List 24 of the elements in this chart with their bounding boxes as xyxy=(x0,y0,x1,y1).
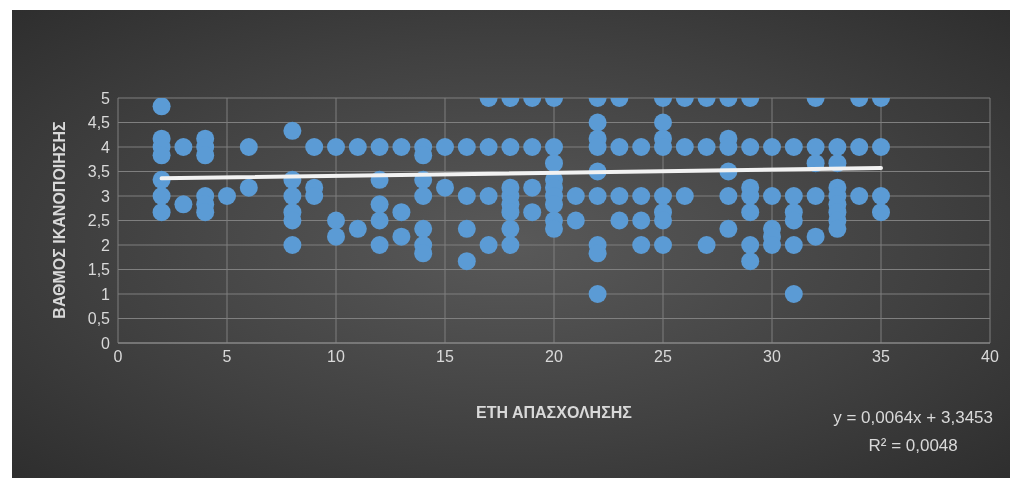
x-tick-label: 20 xyxy=(545,348,563,366)
y-axis-title: ΒΑΘΜΟΣ ΙΚΑΝΟΠΟΙΗΣΗΣ xyxy=(51,121,69,319)
x-tick-label: 35 xyxy=(872,348,890,366)
y-tick-label: 4,5 xyxy=(87,114,111,132)
x-tick-label: 30 xyxy=(763,348,781,366)
x-tick-label: 15 xyxy=(436,348,454,366)
x-tick-label: 0 xyxy=(113,348,123,366)
y-tick-label: 4 xyxy=(101,138,111,156)
y-tick-label: 5 xyxy=(101,89,111,107)
y-tick-label: 1 xyxy=(101,285,111,303)
x-tick-label: 10 xyxy=(327,348,345,366)
y-tick-label: 3 xyxy=(101,187,111,205)
y-tick-label: 1,5 xyxy=(87,261,111,279)
y-tick-label: 2,5 xyxy=(87,212,111,230)
y-tick-label: 0 xyxy=(101,334,111,352)
text: y = 0,0064x + 3,3453 xyxy=(833,407,993,429)
y-tick-label: 0,5 xyxy=(87,310,111,328)
x-axis-title: ΕΤΗ ΑΠΑΣΧΟΛΗΣΗΣ xyxy=(476,404,632,421)
text: R² = 0,0048 xyxy=(867,435,959,457)
x-tick-label: 25 xyxy=(654,348,672,366)
y-tick-label: 2 xyxy=(101,236,111,254)
x-tick-label: 40 xyxy=(981,348,999,366)
y-tick-label: 3,5 xyxy=(87,163,111,181)
x-tick-label: 5 xyxy=(222,348,232,366)
